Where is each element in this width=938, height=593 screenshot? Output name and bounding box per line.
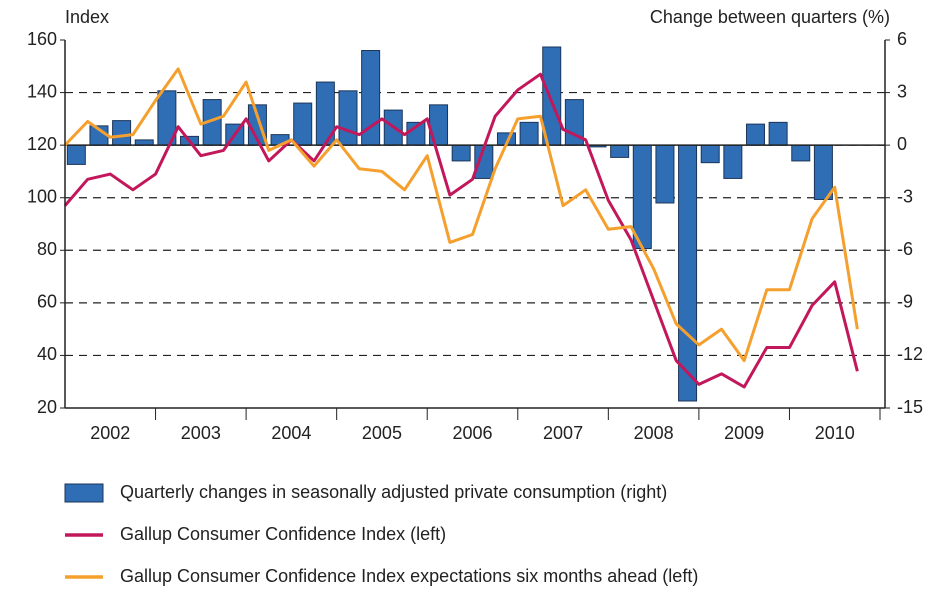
bar bbox=[66, 144, 86, 165]
line bbox=[63, 72, 859, 389]
bar bbox=[112, 120, 132, 146]
bar bbox=[678, 144, 698, 402]
bar bbox=[655, 144, 675, 204]
bar bbox=[813, 144, 833, 200]
y2-tick-label: -15 bbox=[897, 397, 923, 417]
y-tick-label: 60 bbox=[37, 292, 57, 312]
y2-tick-label: 0 bbox=[897, 134, 907, 154]
bar bbox=[134, 139, 154, 146]
y-tick-label: 20 bbox=[37, 397, 57, 417]
y2-tick-label: -12 bbox=[897, 344, 923, 364]
x-tick-label: 2008 bbox=[634, 423, 674, 443]
y-tick-label: 160 bbox=[27, 29, 57, 49]
y-tick-label: 100 bbox=[27, 186, 57, 206]
y2-tick-label: -3 bbox=[897, 186, 913, 206]
x-tick-label: 2005 bbox=[362, 423, 402, 443]
legend-label: Gallup Consumer Confidence Index expecta… bbox=[120, 566, 698, 586]
y2-tick-label: 6 bbox=[897, 29, 907, 49]
y2-tick-label: -9 bbox=[897, 292, 913, 312]
x-tick-label: 2002 bbox=[90, 423, 130, 443]
bar bbox=[293, 102, 313, 146]
bar bbox=[519, 121, 539, 146]
x-tick-label: 2003 bbox=[181, 423, 221, 443]
bar bbox=[745, 123, 765, 146]
legend-swatch bbox=[64, 483, 104, 503]
y2-axis-label: Change between quarters (%) bbox=[650, 7, 890, 27]
x-tick-label: 2009 bbox=[724, 423, 764, 443]
bar bbox=[791, 144, 811, 162]
bar bbox=[610, 144, 630, 158]
y2-tick-label: -6 bbox=[897, 239, 913, 259]
y-tick-label: 140 bbox=[27, 81, 57, 101]
y-axis-label: Index bbox=[65, 7, 109, 27]
legend-label: Quarterly changes in seasonally adjusted… bbox=[120, 482, 667, 502]
bar bbox=[451, 144, 471, 162]
bar bbox=[700, 144, 720, 164]
line bbox=[63, 67, 859, 363]
bar bbox=[723, 144, 743, 179]
bar bbox=[338, 90, 358, 146]
x-tick-label: 2007 bbox=[543, 423, 583, 443]
bar bbox=[768, 121, 788, 146]
legend-label: Gallup Consumer Confidence Index (left) bbox=[120, 524, 446, 544]
y2-tick-label: 3 bbox=[897, 81, 907, 101]
y-tick-label: 40 bbox=[37, 344, 57, 364]
y-tick-label: 120 bbox=[27, 134, 57, 154]
x-tick-label: 2006 bbox=[452, 423, 492, 443]
x-tick-label: 2010 bbox=[815, 423, 855, 443]
y-tick-label: 80 bbox=[37, 239, 57, 259]
x-tick-label: 2004 bbox=[271, 423, 311, 443]
